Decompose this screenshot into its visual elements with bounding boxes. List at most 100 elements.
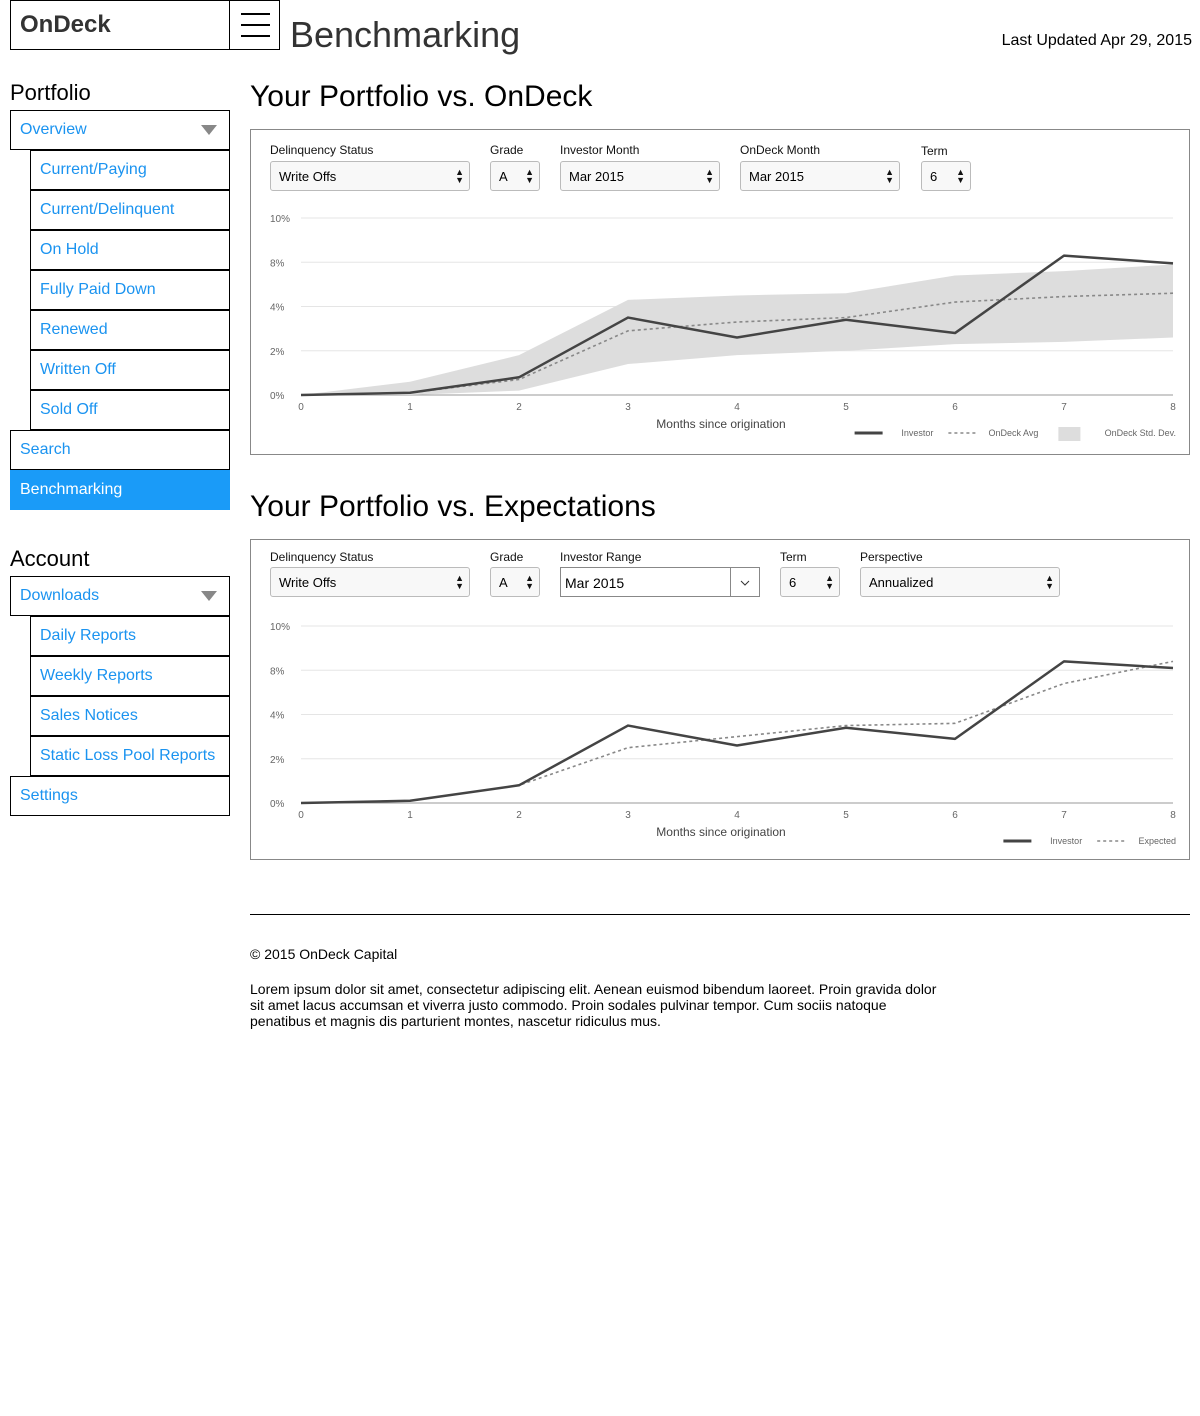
y-tick-label: 10% [270,622,290,633]
sidebar-item-current-paying[interactable]: Current/Paying [30,150,230,190]
x-tick-label: 8 [1170,810,1176,821]
sidebar-item-on-hold[interactable]: On Hold [30,230,230,270]
select-arrows-icon: ▲ ▼ [825,573,834,591]
sidebar-item-label: Overview [20,121,87,138]
y-tick-label: 4% [270,711,285,722]
legend-swatch-band [1058,427,1081,441]
investor-range-input[interactable]: Mar 2015 [560,567,731,597]
sidebar-item-weekly-reports[interactable]: Weekly Reports [30,656,230,696]
term-select[interactable]: 6 ▲ ▼ [780,567,840,597]
sidebar-item-sold-off[interactable]: Sold Off [30,390,230,430]
delinquency-status-select[interactable]: Write Offs ▲ ▼ [270,161,470,191]
hamburger-menu-button[interactable] [229,0,280,50]
footer-divider [250,914,1190,915]
grade-label: Grade [490,550,524,564]
sidebar-item-daily-reports[interactable]: Daily Reports [30,616,230,656]
x-tick-label: 0 [298,810,304,821]
x-tick-label: 3 [625,402,631,413]
x-tick-label: 7 [1061,402,1067,413]
sidebar-item-fully-paid-down[interactable]: Fully Paid Down [30,270,230,310]
investor-range-dropdown-button[interactable] [730,567,760,597]
account-heading: Account [10,546,90,571]
grade-select[interactable]: A ▲ ▼ [490,567,540,597]
select-arrows-icon: ▲ ▼ [455,573,464,591]
perspective-select[interactable]: Annualized ▲ ▼ [860,567,1060,597]
x-tick-label: 6 [952,810,958,821]
y-tick-label: 0% [270,391,285,402]
series-line-investor [300,254,1174,397]
x-axis-title: Months since origination [656,825,785,839]
y-tick-label: 10% [270,214,290,225]
select-arrows-icon: ▲ ▼ [525,573,534,591]
legend-label: Investor [1050,836,1082,846]
x-axis-title: Months since origination [656,417,785,431]
select-value: Write Offs [279,575,337,590]
select-arrows-icon: ▲ ▼ [1045,573,1054,591]
select-arrows-icon: ▲ ▼ [885,167,894,185]
legend-label: OnDeck Avg [989,428,1039,438]
caret-down-icon [201,591,217,601]
y-tick-label: 8% [270,258,285,269]
ondeck-month-label: OnDeck Month [740,143,821,157]
y-tick-label: 8% [270,666,285,677]
y-tick-label: 2% [270,347,285,358]
sidebar-item-downloads[interactable]: Downloads [10,576,230,616]
y-tick-label: 2% [270,755,285,766]
select-arrows-icon: ▲ ▼ [525,167,534,185]
select-value: Mar 2015 [569,169,624,184]
sidebar-item-settings[interactable]: Settings [10,776,230,816]
x-tick-label: 6 [952,402,958,413]
select-arrows-icon: ▲ ▼ [705,167,714,185]
sidebar-item-renewed[interactable]: Renewed [30,310,230,350]
x-tick-label: 5 [843,810,849,821]
series-line-investor [300,660,1174,805]
investor-range-label: Investor Range [560,550,642,564]
x-tick-label: 5 [843,402,849,413]
term-select[interactable]: 6 ▲ ▼ [921,161,971,191]
select-value: Write Offs [279,169,337,184]
x-tick-label: 7 [1061,810,1067,821]
select-arrows-icon: ▲ ▼ [455,167,464,185]
copyright: © 2015 OnDeck Capital [250,946,398,962]
delinquency-status-select[interactable]: Write Offs ▲ ▼ [270,567,470,597]
select-value: 6 [789,575,797,590]
sidebar-item-label: Downloads [20,587,100,604]
x-tick-label: 2 [516,402,522,413]
hamburger-icon [241,35,270,37]
investor-month-select[interactable]: Mar 2015 ▲ ▼ [560,161,720,191]
y-tick-label: 4% [270,303,285,314]
select-value: Annualized [869,575,934,590]
legend-label: Expected [1138,836,1176,846]
footer-text: Lorem ipsum dolor sit amet, consectetur … [250,981,937,1029]
series-line-expected [300,660,1174,804]
grade-select[interactable]: A ▲ ▼ [490,161,540,191]
y-tick-label: 0% [270,799,285,810]
chart-portfolio-vs-ondeck: 0% 2% 4% 8% 10% 0 1 2 3 4 5 6 7 8 Months since origina… [270,214,1176,441]
std-dev-band [301,264,1173,395]
select-value: A [499,169,508,184]
sidebar-item-written-off[interactable]: Written Off [30,350,230,390]
caret-down-icon [201,125,217,135]
sidebar-item-overview[interactable]: Overview [10,110,230,150]
sidebar-item-sales-notices[interactable]: Sales Notices [30,696,230,736]
term-label: Term [921,144,948,158]
sidebar-item-static-loss-pool-reports[interactable]: Static Loss Pool Reports [30,736,230,776]
sidebar-item-current-delinquent[interactable]: Current/Delinquent [30,190,230,230]
sidebar-item-benchmarking[interactable]: Benchmarking [10,470,230,510]
portfolio-heading: Portfolio [10,80,91,105]
last-updated: Last Updated Apr 29, 2015 [1001,32,1192,49]
chart-panel-vs-expectations: Delinquency Status Write Offs ▲ ▼ Grade A… [250,539,1190,860]
x-tick-label: 1 [407,810,413,821]
delinquency-status-label: Delinquency Status [270,143,374,157]
logo[interactable]: OnDeck [10,0,230,50]
term-label: Term [780,550,807,564]
x-tick-label: 3 [625,810,631,821]
sidebar-item-search[interactable]: Search [10,430,230,470]
grade-label: Grade [490,143,524,157]
x-tick-label: 0 [298,402,304,413]
ondeck-month-select[interactable]: Mar 2015 ▲ ▼ [740,161,900,191]
select-arrows-icon: ▲ ▼ [956,167,965,185]
x-tick-label: 4 [734,810,740,821]
chart-portfolio-vs-expectations: 0% 2% 4% 8% 10% 0 1 2 3 4 5 6 7 8 Months since origina… [270,622,1176,846]
investor-month-label: Investor Month [560,143,640,157]
